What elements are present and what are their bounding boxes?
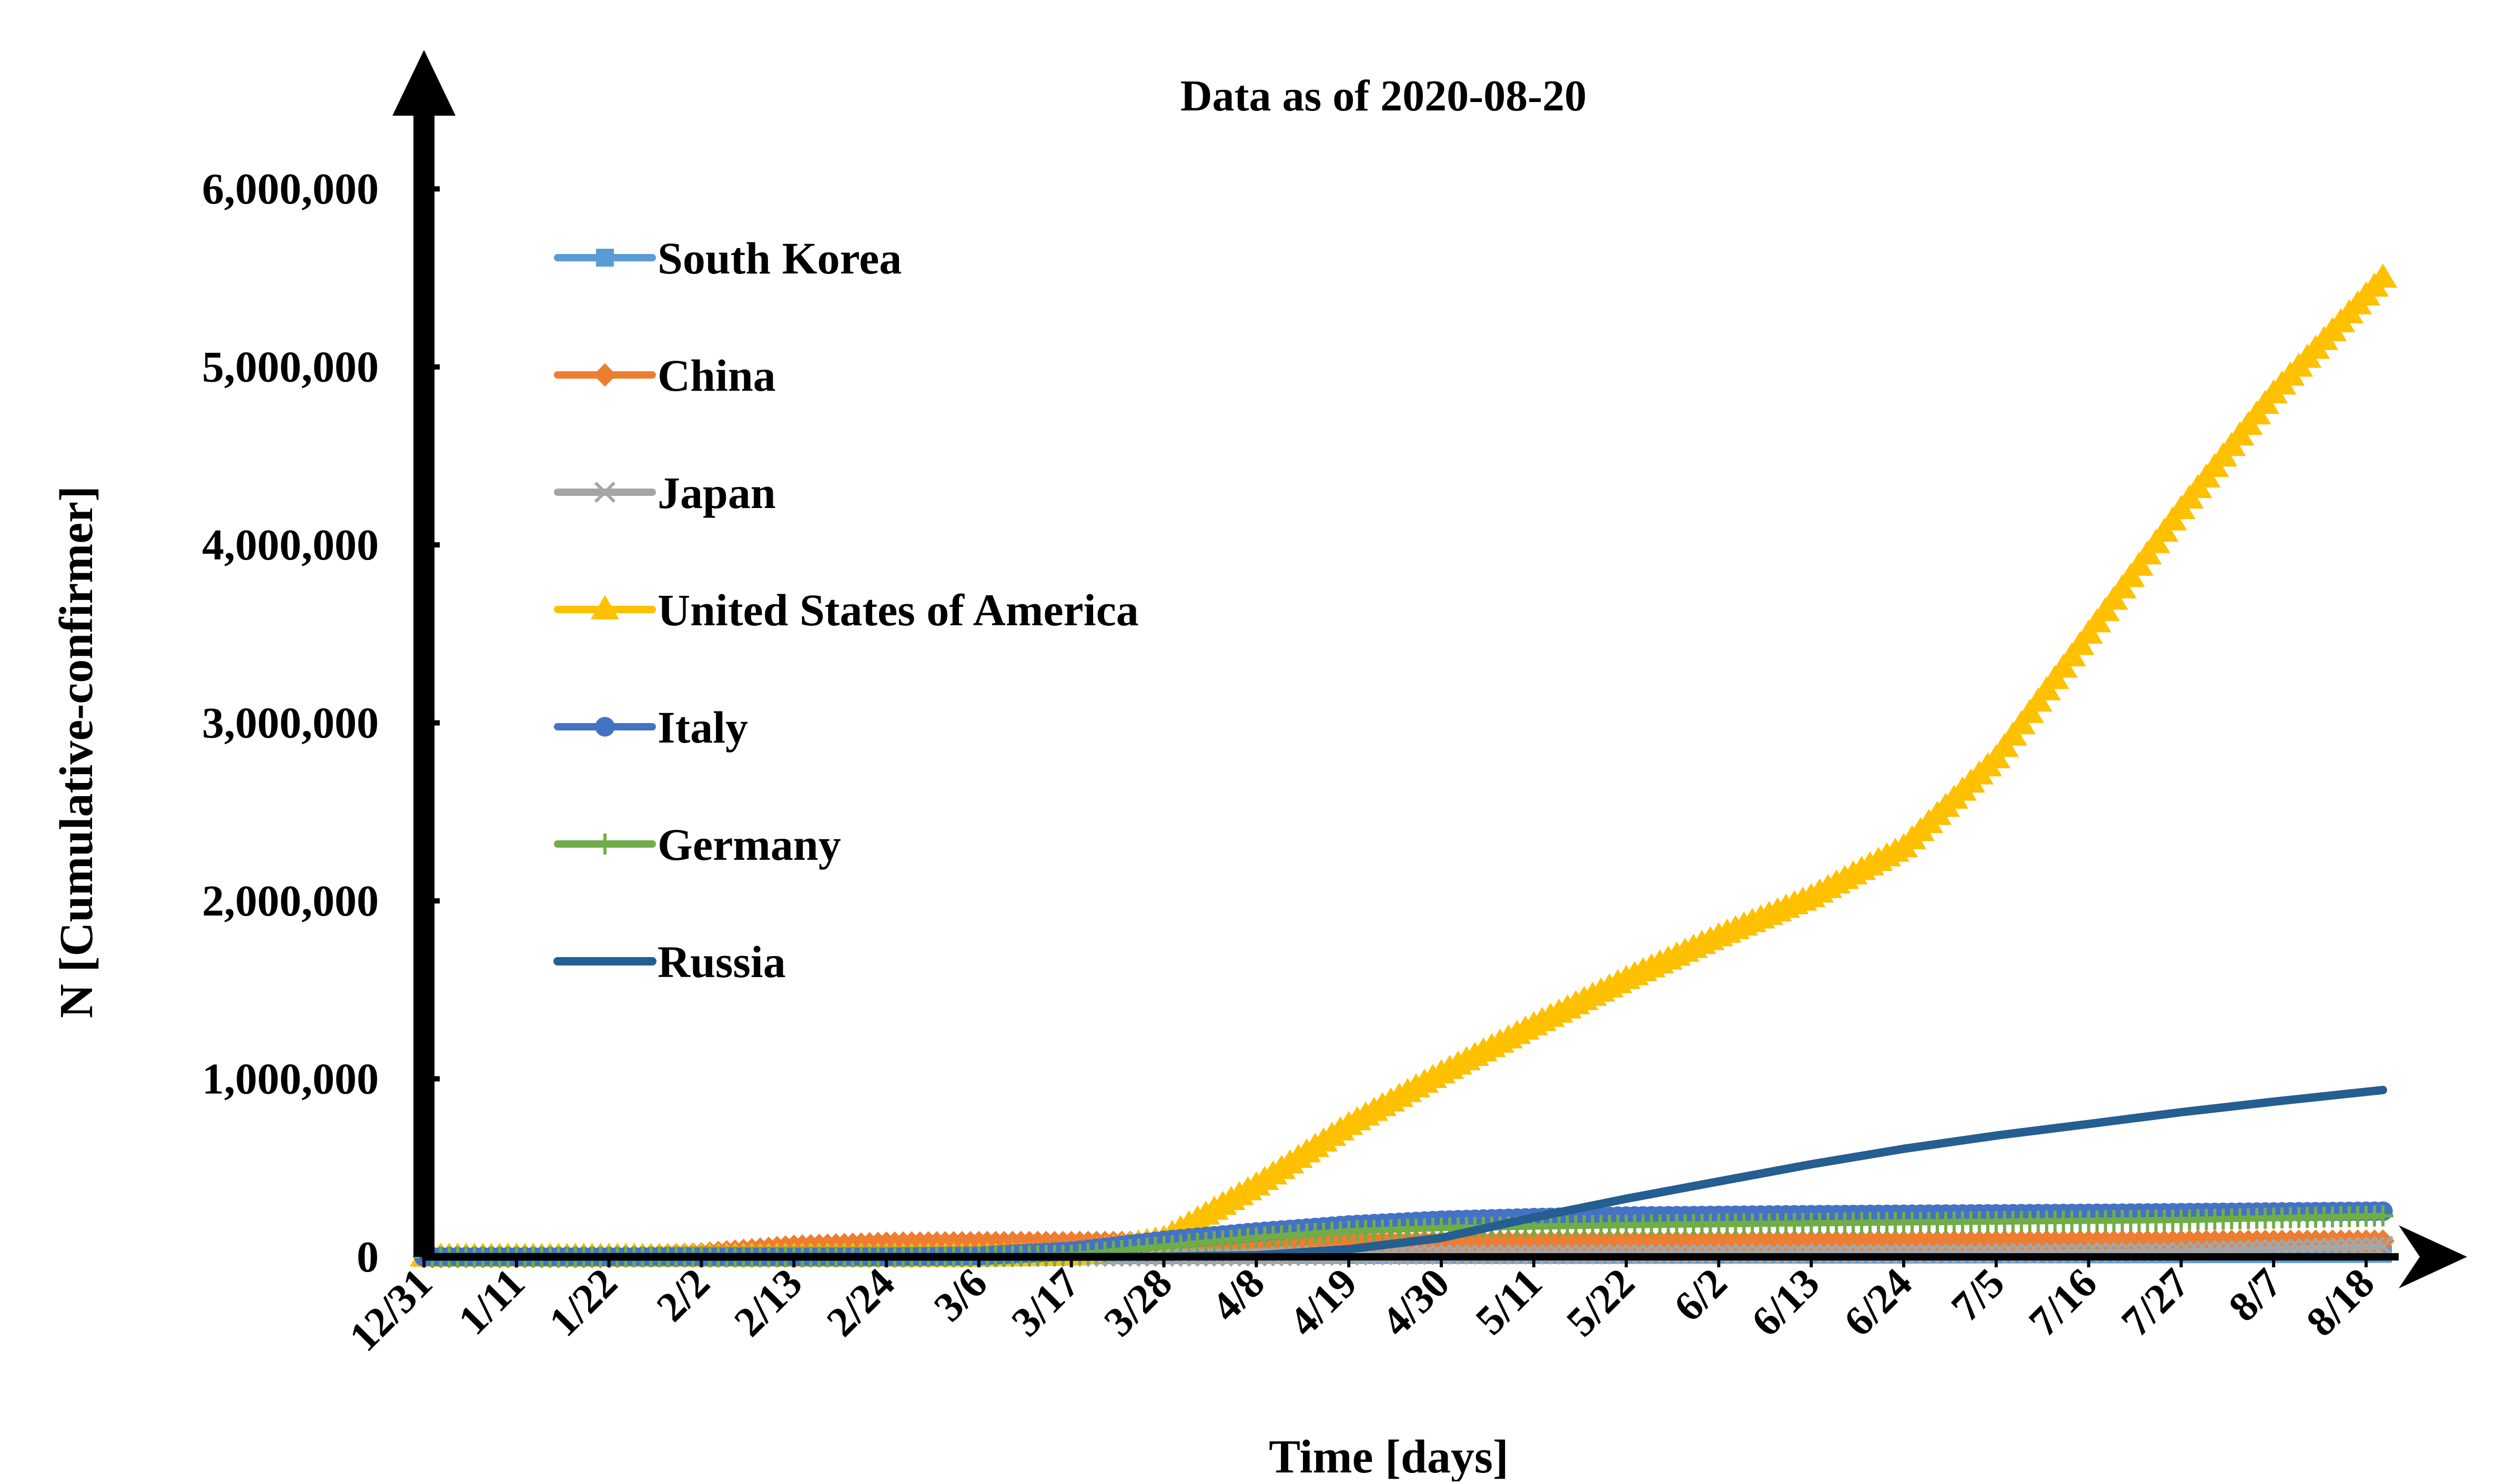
legend-label: United States of America	[658, 585, 1139, 635]
legend-label: South Korea	[658, 233, 902, 283]
x-tick-label: 4/19	[1280, 1260, 1366, 1346]
legend-swatch-marker	[596, 249, 614, 267]
legend-item-united-states-of-america: United States of America	[554, 585, 1139, 635]
series-united-states-of-america	[410, 263, 2398, 1267]
y-axis-arrowhead	[392, 50, 456, 116]
x-tick-label: 3/28	[1095, 1260, 1181, 1346]
y-tick-label: 4,000,000	[202, 521, 379, 570]
legend-item-germany: Germany	[554, 819, 841, 870]
y-tick-label: 0	[357, 1233, 379, 1282]
x-tick-label: 8/18	[2298, 1260, 2383, 1346]
y-tick-label: 2,000,000	[202, 877, 379, 926]
x-tick-label: 7/5	[1943, 1260, 2014, 1331]
data-point-japan	[2355, 1236, 2377, 1257]
x-tick-label: 4/8	[1203, 1260, 1274, 1331]
y-tick-label: 6,000,000	[202, 165, 379, 214]
x-tick-label: 6/24	[1835, 1260, 1921, 1346]
x-tick-label: 2/24	[818, 1260, 904, 1346]
data-point-japan	[2363, 1236, 2386, 1257]
y-tick-label: 3,000,000	[202, 699, 379, 748]
legend-label: Japan	[658, 467, 776, 518]
legend-label: China	[658, 350, 776, 401]
y-tick-label: 5,000,000	[202, 343, 379, 392]
y-tick-label: 1,000,000	[202, 1055, 379, 1104]
data-point-japan	[2372, 1235, 2394, 1257]
x-tick-label: 12/31	[341, 1260, 441, 1360]
x-tick-label: 2/13	[725, 1260, 811, 1346]
y-axis	[392, 50, 456, 1257]
legend-label: Russia	[658, 937, 786, 987]
legend-item-russia: Russia	[553, 937, 786, 987]
x-tick-label: 2/2	[648, 1260, 719, 1331]
x-tick-label: 1/22	[541, 1260, 627, 1346]
x-tick-label: 4/30	[1373, 1260, 1459, 1346]
x-tick-label: 6/2	[1665, 1260, 1736, 1331]
legend-item-china: China	[554, 350, 776, 401]
x-axis-arrowhead	[2399, 1225, 2467, 1288]
x-axis-title: Time [days]	[1269, 1431, 1509, 1481]
x-ticks: 12/31 1/11 1/22 2/2 2/13 2/24 3/6 3/17 3/28 4/8 4/…	[341, 1257, 2383, 1360]
legend-item-italy: Italy	[554, 702, 748, 753]
legend: South Korea China Japan United States of Am…	[553, 233, 1139, 987]
x-tick-label: 7/16	[2020, 1260, 2106, 1346]
x-tick-label: 5/22	[1558, 1260, 1643, 1346]
data-point-united-states-of-america	[2368, 263, 2398, 288]
legend-swatch-marker	[595, 717, 615, 737]
legend-swatch-marker	[590, 595, 620, 619]
series-markers-united-states-of-america	[410, 263, 2398, 1267]
x-tick-label: 1/11	[450, 1260, 534, 1344]
legend-item-south-korea: South Korea	[554, 233, 902, 283]
x-tick-label: 7/27	[2113, 1260, 2198, 1346]
x-axis	[424, 1225, 2467, 1288]
y-axis-title: N [Cumulative-confirmer]	[50, 486, 103, 1018]
x-tick-label: 5/11	[1467, 1260, 1551, 1344]
legend-swatch-marker	[594, 481, 616, 503]
legend-label: Italy	[658, 702, 748, 753]
legend-label: Germany	[658, 819, 841, 870]
chart-title: Data as of 2020-08-20	[1180, 72, 1587, 120]
legend-swatch-marker	[593, 363, 617, 387]
x-tick-label: 8/7	[2220, 1260, 2291, 1331]
series-layer	[410, 263, 2398, 1269]
x-tick-label: 3/17	[1003, 1260, 1089, 1346]
y-ticks: 0 1,000,000 2,000,000 3,000,000 4,000,000 5,0…	[202, 165, 440, 1282]
data-point-germany	[2372, 1205, 2393, 1227]
x-tick-label: 6/13	[1743, 1260, 1828, 1346]
legend-item-japan: Japan	[554, 467, 776, 518]
x-tick-label: 3/6	[925, 1260, 996, 1331]
legend-swatch-marker	[594, 834, 615, 855]
